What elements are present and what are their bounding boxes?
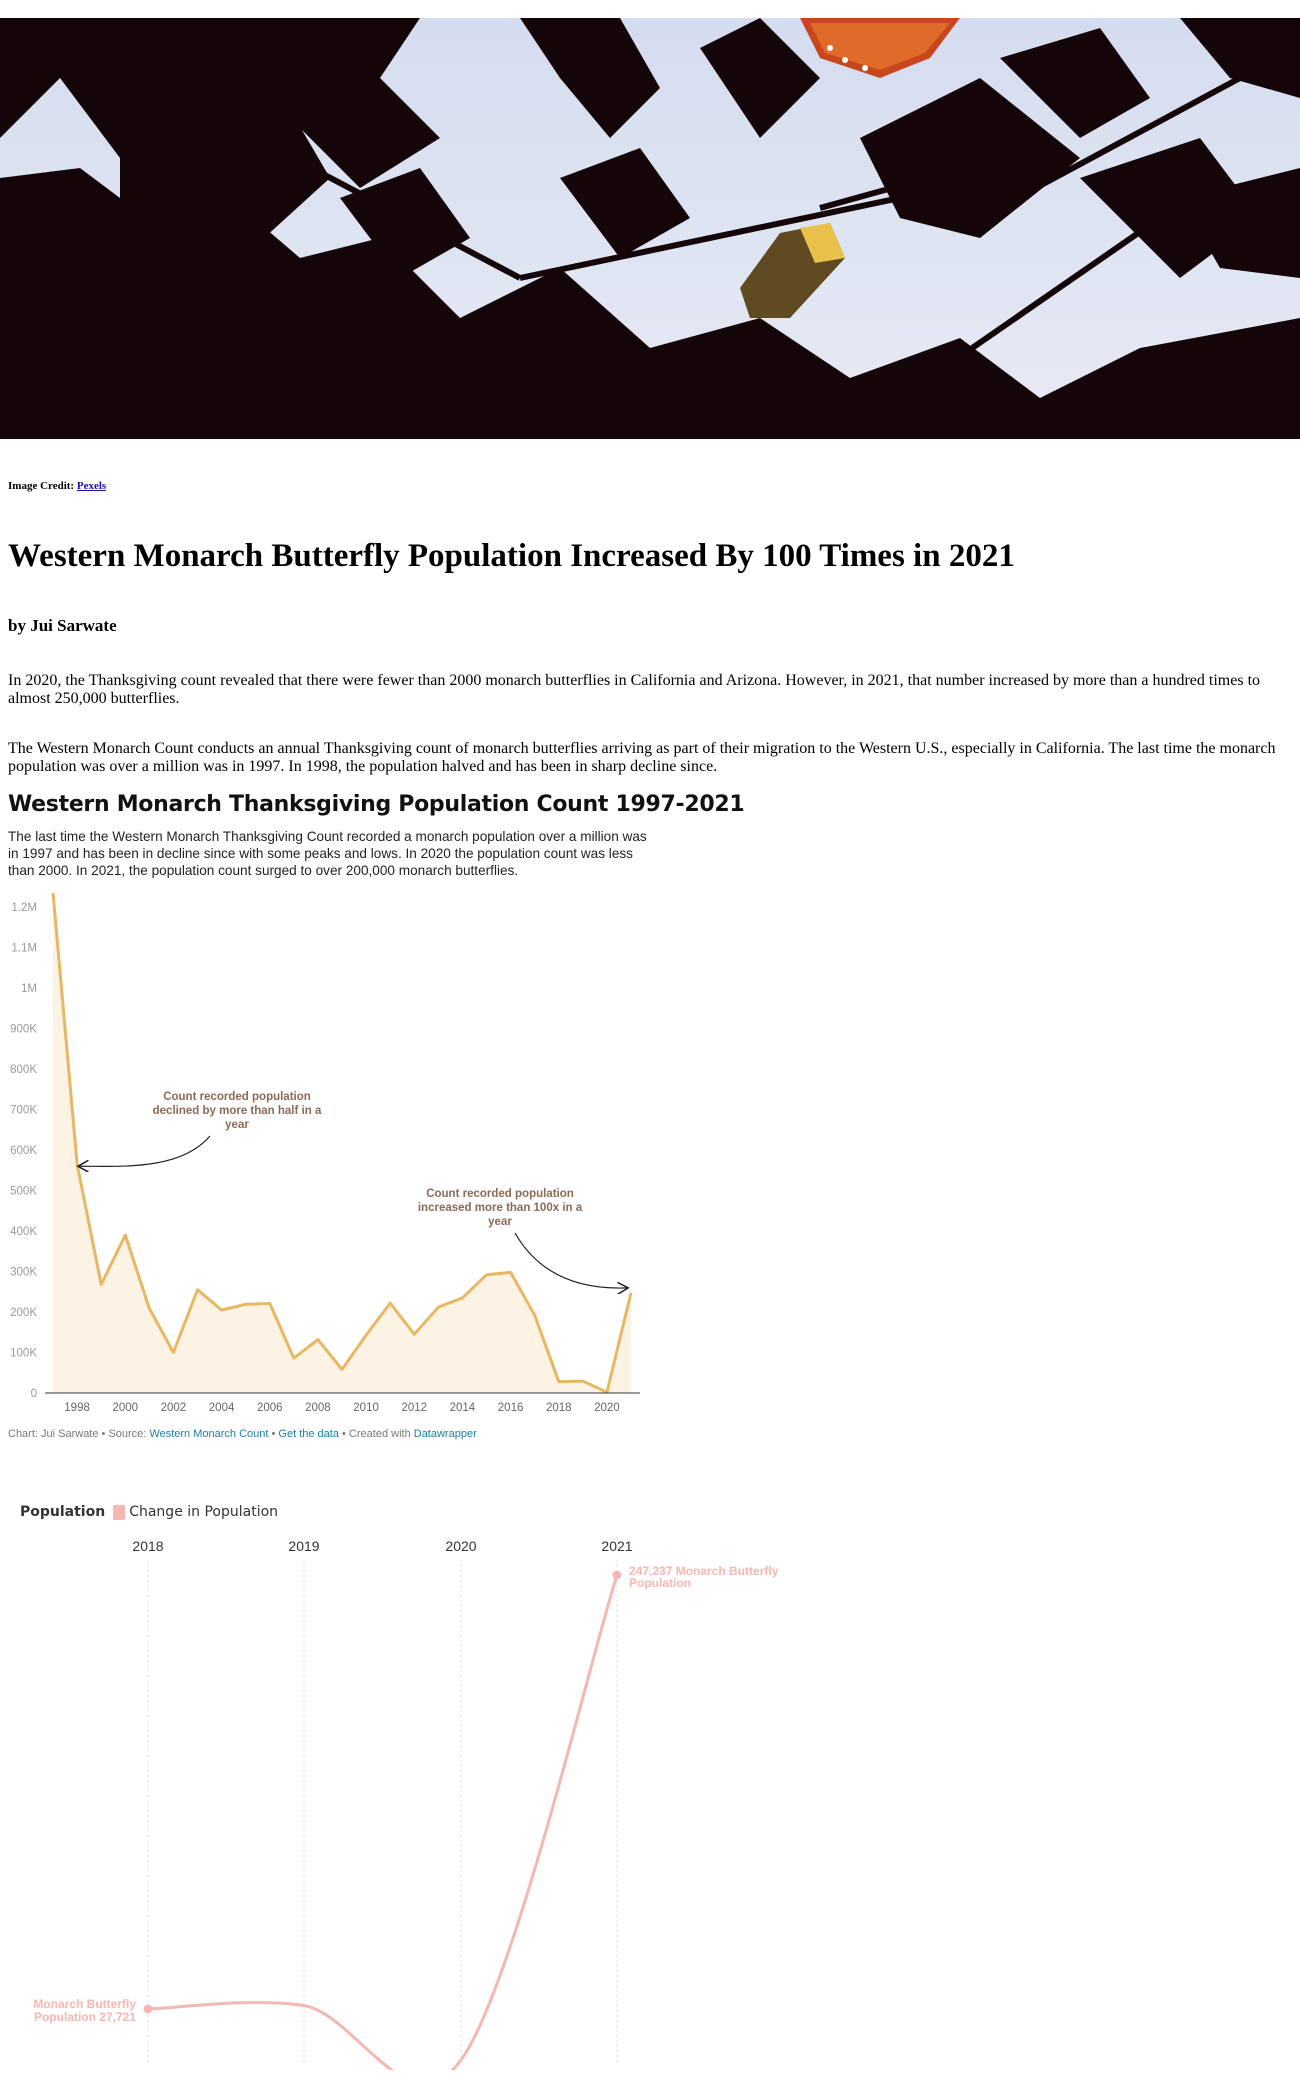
x-tick-label: 2020 bbox=[594, 1402, 620, 1414]
population-line bbox=[51, 892, 633, 1394]
start-value-label: Population 27,721 bbox=[34, 2010, 136, 2024]
y-tick-label: 700K bbox=[10, 1105, 37, 1117]
footer-separator: • Created with bbox=[338, 1428, 414, 1440]
chart1-description: The last time the Western Monarch Thanks… bbox=[8, 829, 647, 878]
annotation-decline: Count recorded population declined by mor… bbox=[79, 1091, 322, 1166]
year-label: 2019 bbox=[288, 1538, 319, 1554]
y-tick-label: 200K bbox=[10, 1307, 37, 1319]
y-tick-label: 800K bbox=[10, 1064, 37, 1076]
year-label: 2020 bbox=[445, 1538, 476, 1554]
x-tick-label: 2014 bbox=[450, 1402, 476, 1414]
year-label: 2021 bbox=[601, 1538, 632, 1554]
chart1-title: Western Monarch Thanksgiving Population … bbox=[8, 792, 745, 817]
annotation-text: Count recorded population bbox=[163, 1091, 311, 1103]
butterfly-wing bbox=[800, 18, 960, 78]
y-tick-label: 300K bbox=[10, 1267, 37, 1279]
article-title: Western Monarch Butterfly Population Inc… bbox=[8, 538, 1015, 574]
image-credit-link[interactable]: Pexels bbox=[76, 480, 107, 492]
image-credit-label: Image Credit: bbox=[8, 480, 75, 492]
y-tick-label: 1.2M bbox=[11, 902, 37, 914]
y-tick-label: 400K bbox=[10, 1226, 37, 1238]
x-tick-label: 2004 bbox=[209, 1402, 235, 1414]
article-paragraph-2: The Western Monarch Count conducts an an… bbox=[8, 740, 1276, 775]
x-tick-label: 2012 bbox=[401, 1402, 427, 1414]
population-area-chart: 0 100K 200K 300K 400K 500K 600K 700K 800K 900K 1M 1… bbox=[10, 892, 640, 1414]
flower-bud bbox=[740, 223, 845, 318]
year-label: 2018 bbox=[132, 1538, 163, 1554]
annotation-text: year bbox=[225, 1119, 249, 1131]
datawrapper-link[interactable]: Datawrapper bbox=[413, 1428, 477, 1440]
y-tick-label: 0 bbox=[31, 1388, 37, 1400]
y-tick-label: 500K bbox=[10, 1186, 37, 1198]
x-tick-label: 1998 bbox=[64, 1402, 90, 1414]
x-tick-label: 2008 bbox=[305, 1402, 331, 1414]
footer-separator: • bbox=[268, 1428, 279, 1440]
legend-change-label: Change in Population bbox=[129, 1504, 279, 1520]
change-line bbox=[147, 1574, 619, 2070]
annotation-text: increased more than 100x in a bbox=[418, 1202, 583, 1214]
x-tick-label: 2010 bbox=[353, 1402, 379, 1414]
x-tick-label: 2000 bbox=[112, 1402, 138, 1414]
source-link[interactable]: Western Monarch Count bbox=[149, 1428, 269, 1440]
article-byline: by Jui Sarwate bbox=[8, 616, 117, 635]
annotation-text: declined by more than half in a bbox=[153, 1105, 322, 1117]
population-area-fill bbox=[53, 893, 631, 1393]
annotation-arrow bbox=[79, 1135, 211, 1166]
end-value-label: Population bbox=[629, 1576, 691, 1590]
y-tick-label: 1M bbox=[21, 983, 37, 995]
hero-photo bbox=[0, 18, 1300, 439]
x-tick-label: 2006 bbox=[257, 1402, 283, 1414]
x-tick-label: 2018 bbox=[546, 1402, 572, 1414]
annotation-increase: Count recorded population increased more … bbox=[418, 1188, 627, 1288]
population-change-chart: 2018 2019 2020 2021 Monarch ButterflyPopula… bbox=[33, 1538, 779, 2070]
annotation-text: Count recorded population bbox=[426, 1188, 574, 1200]
get-data-link[interactable]: Get the data bbox=[278, 1428, 339, 1440]
y-tick-label: 100K bbox=[10, 1348, 37, 1360]
x-tick-label: 2002 bbox=[161, 1402, 187, 1414]
annotation-arrow bbox=[514, 1232, 627, 1288]
y-tick-label: 1.1M bbox=[11, 943, 37, 955]
legend-swatch bbox=[113, 1504, 126, 1520]
x-tick-label: 2016 bbox=[498, 1402, 524, 1414]
chart2-legend: Population Change in Population bbox=[20, 1504, 278, 1520]
article-paragraph-1: In 2020, the Thanksgiving count revealed… bbox=[8, 672, 1261, 707]
endpoint-dot bbox=[143, 2004, 153, 2014]
legend-population-label: Population bbox=[20, 1504, 106, 1520]
y-tick-label: 900K bbox=[10, 1024, 37, 1036]
annotation-text: year bbox=[488, 1216, 512, 1228]
y-tick-label: 600K bbox=[10, 1145, 37, 1157]
start-value-label: Monarch Butterfly bbox=[33, 1997, 136, 2011]
image-credit: Image Credit: Pexels bbox=[8, 480, 106, 492]
endpoint-dot bbox=[612, 1570, 622, 1580]
end-value-label: 247,237 Monarch Butterfly bbox=[629, 1564, 779, 1578]
chart-credit: Chart: Jui Sarwate bbox=[8, 1428, 99, 1440]
chart1-footer: Chart: Jui Sarwate • Source: Western Mon… bbox=[8, 1428, 477, 1440]
footer-separator: • Source: bbox=[98, 1428, 150, 1440]
